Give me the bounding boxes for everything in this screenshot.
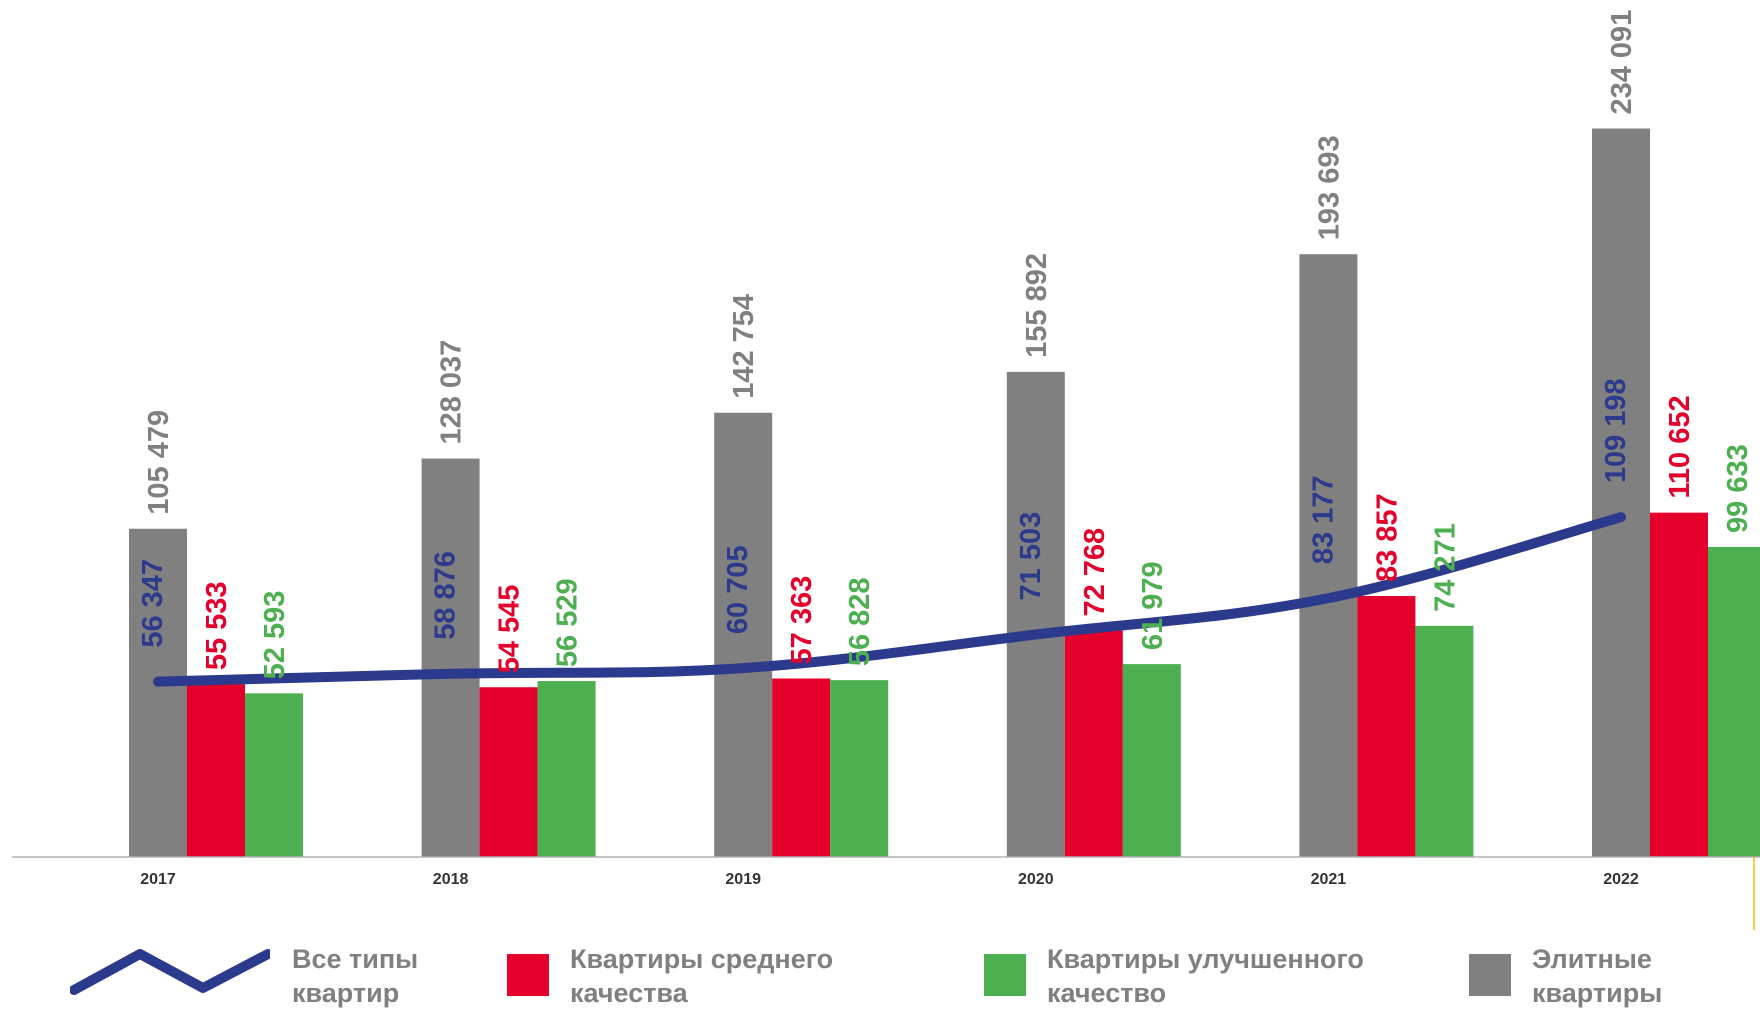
bar-elite-2020 [1006, 371, 1065, 857]
bar-mid-2018 [479, 687, 538, 857]
label-elite-2022: 234 091 [1606, 10, 1638, 115]
label-improved-2021: 74 271 [1429, 523, 1461, 612]
legend-line-swatch [70, 949, 270, 995]
line-all-types [153, 512, 1626, 687]
label-mid-2018: 54 545 [494, 585, 526, 674]
legend: Все типы квартир Квартиры среднего качеств… [0, 940, 1760, 1013]
label-improved-2019: 56 828 [844, 577, 876, 666]
label-improved-2017: 52 593 [259, 591, 291, 680]
bar-elite-2021 [1299, 254, 1358, 857]
bar-improved-2017 [245, 693, 303, 857]
legend-label-mid: Квартиры среднего качества [570, 944, 834, 1008]
x-tick-label-2018: 2018 [433, 871, 469, 888]
label-mid-2017: 55 533 [201, 581, 233, 670]
label-all-2021: 83 177 [1307, 475, 1339, 564]
legend-swatch-improved [984, 954, 1026, 996]
label-all-2018: 58 876 [430, 551, 462, 640]
x-tick-label-2022: 2022 [1603, 871, 1639, 888]
legend-label-improved: Квартиры улучшенного качество [1047, 944, 1364, 1008]
bar-elite-2017 [129, 528, 187, 857]
label-elite-2018: 128 037 [436, 340, 468, 445]
bar-mid-2021 [1357, 596, 1416, 857]
x-tick-label-2017: 2017 [140, 871, 176, 888]
label-all-2017: 56 347 [137, 559, 169, 648]
bar-improved-2019 [830, 680, 889, 857]
label-all-2022: 109 198 [1600, 378, 1632, 483]
label-elite-2019: 142 754 [728, 294, 760, 399]
label-all-2019: 60 705 [722, 545, 754, 634]
label-elite-2017: 105 479 [143, 410, 175, 515]
label-improved-2022: 99 633 [1722, 444, 1754, 533]
bar-elite-2019 [714, 412, 773, 857]
label-improved-2018: 56 529 [552, 578, 584, 667]
label-all-2020: 71 503 [1015, 512, 1047, 601]
x-tick-label-2019: 2019 [725, 871, 761, 888]
chart: 2017 2018 2019 2020 2021 2022 105 479 55 533 52 … [12, 10, 1760, 930]
label-mid-2019: 57 363 [786, 576, 818, 665]
legend-swatch-elite [1469, 954, 1511, 996]
x-tick-label-2020: 2020 [1018, 871, 1054, 888]
label-mid-2020: 72 768 [1079, 528, 1111, 617]
bar-mid-2022 [1650, 512, 1708, 857]
label-mid-2021: 83 857 [1371, 493, 1403, 582]
bar-mid-2017 [187, 684, 245, 857]
bar-improved-2021 [1415, 625, 1474, 857]
bar-improved-2018 [537, 681, 596, 857]
legend-label-elite: Элитные квартиры [1532, 944, 1663, 1008]
label-mid-2022: 110 652 [1664, 395, 1696, 498]
label-improved-2020: 61 979 [1137, 561, 1169, 650]
legend-swatch-mid [507, 954, 549, 996]
bar-improved-2020 [1122, 664, 1181, 857]
bar-mid-2020 [1064, 630, 1123, 857]
label-elite-2020: 155 892 [1021, 253, 1053, 358]
x-tick-label-2021: 2021 [1311, 871, 1347, 888]
bar-improved-2022 [1708, 546, 1760, 857]
label-elite-2021: 193 693 [1313, 135, 1345, 240]
bar-elite-2022 [1592, 128, 1650, 858]
bar-elite-2018 [421, 458, 480, 857]
legend-label-all: Все типы квартир [292, 944, 419, 1008]
bar-mid-2019 [772, 678, 831, 857]
